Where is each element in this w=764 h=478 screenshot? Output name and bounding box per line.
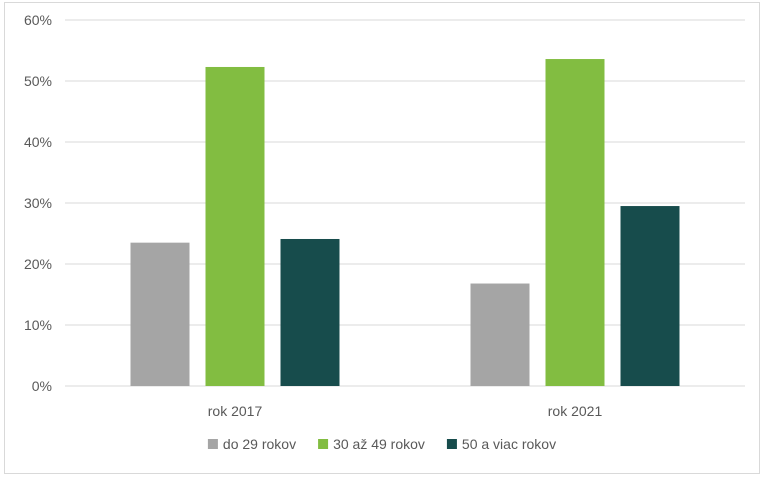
legend: do 29 rokov 30 až 49 rokov 50 a viac rokov <box>207 436 556 452</box>
x-category-label: rok 2017 <box>208 403 263 419</box>
bar <box>470 283 530 386</box>
y-tick-label: 40% <box>24 134 52 150</box>
bar-chart: 0% 10% 20% 30% 40% 50% 60% rok 2017 rok 2021 do… <box>24 12 745 452</box>
y-axis-ticks: 0% 10% 20% 30% 40% 50% 60% <box>24 12 52 394</box>
bar <box>205 66 265 386</box>
legend-swatch <box>207 439 218 449</box>
bar <box>280 238 340 386</box>
y-tick-label: 60% <box>24 12 52 28</box>
bars <box>130 59 680 386</box>
legend-label: do 29 rokov <box>223 436 296 452</box>
x-axis-categories: rok 2017 rok 2021 <box>208 403 603 419</box>
bar <box>620 206 680 386</box>
legend-swatch <box>318 439 329 449</box>
legend-label: 50 a viac rokov <box>462 436 556 452</box>
y-tick-label: 20% <box>24 256 52 272</box>
bar <box>130 242 190 386</box>
x-category-label: rok 2021 <box>548 403 603 419</box>
bar <box>545 59 605 386</box>
legend-swatch <box>446 439 457 449</box>
chart-frame: 0% 10% 20% 30% 40% 50% 60% rok 2017 rok 2021 do… <box>4 2 760 474</box>
y-tick-label: 0% <box>32 378 52 394</box>
y-tick-label: 10% <box>24 317 52 333</box>
y-tick-label: 50% <box>24 73 52 89</box>
legend-label: 30 až 49 rokov <box>333 436 425 452</box>
y-tick-label: 30% <box>24 195 52 211</box>
